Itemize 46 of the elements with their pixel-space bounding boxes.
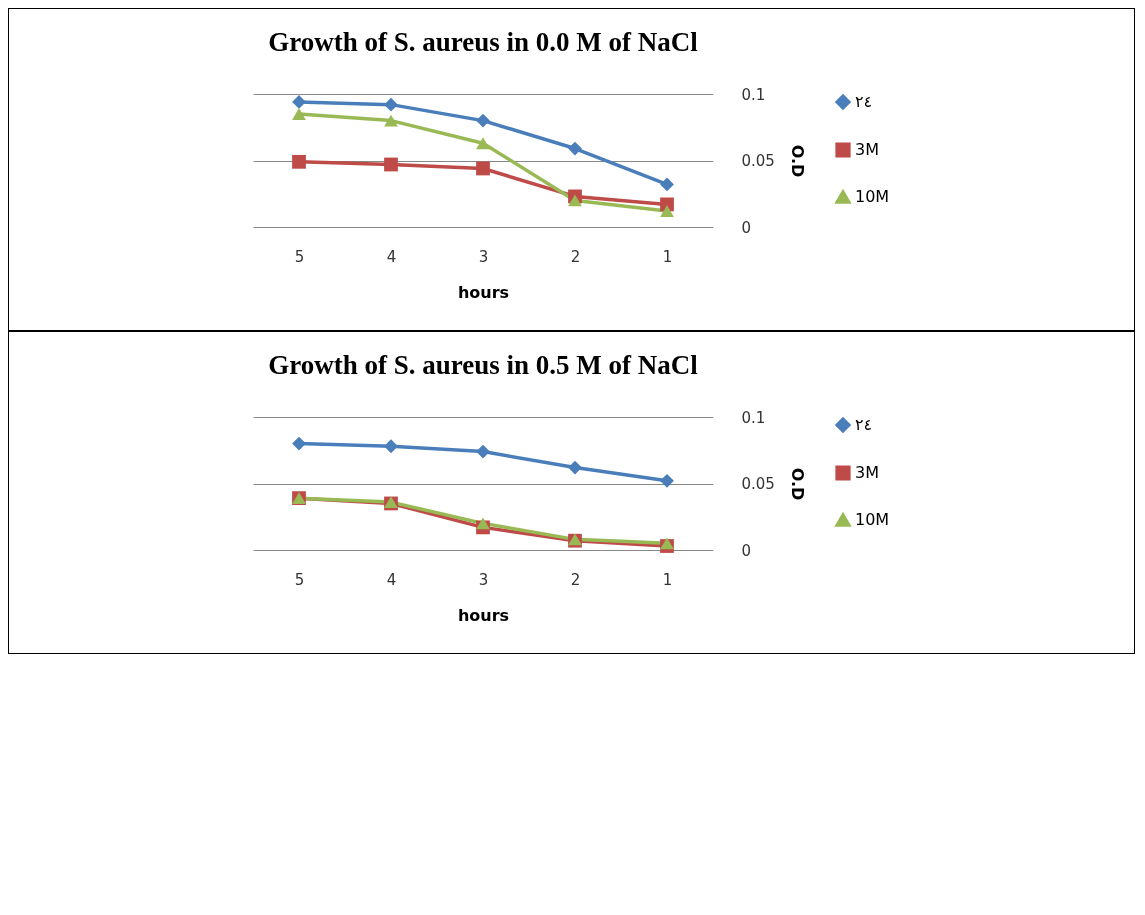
point: [568, 460, 582, 475]
point: [476, 517, 490, 530]
x-tick-label: 5: [294, 570, 305, 589]
y-tick-label: 0.1: [741, 408, 766, 427]
x-axis-title: hours: [457, 282, 510, 302]
point: [568, 194, 582, 207]
legend-label: ٢٤: [855, 415, 873, 434]
x-tick-label: 1: [662, 570, 673, 589]
x-tick-label: 4: [386, 247, 397, 266]
x-tick-label: 5: [294, 247, 305, 266]
point: [292, 107, 306, 120]
y-tick-label: 0.1: [741, 85, 766, 104]
chart-title: Growth of S. aureus in 0.0 M of NaCl: [268, 27, 699, 57]
x-tick-label: 3: [478, 247, 489, 266]
x-tick-label: 3: [478, 570, 489, 589]
y-axis-title: O.D: [787, 467, 807, 501]
x-tick-label: 2: [570, 247, 581, 266]
y-tick-label: 0.05: [741, 152, 775, 170]
legend-label: 3M: [855, 463, 879, 482]
point: [660, 177, 674, 192]
point: [292, 436, 306, 451]
x-axis-title: hours: [457, 605, 510, 625]
y-axis-title: O.D: [787, 144, 807, 178]
x-tick-label: 1: [662, 247, 673, 266]
point: [660, 473, 674, 488]
x-tick-label: 2: [570, 570, 581, 589]
legend-label: 3M: [855, 140, 879, 159]
point: [384, 439, 398, 454]
legend-label: ٢٤: [855, 92, 873, 111]
point: [660, 205, 674, 218]
point: [476, 137, 490, 150]
y-tick-label: 0: [741, 541, 752, 560]
chart-title: Growth of S. aureus in 0.5 M of NaCl: [268, 350, 699, 380]
point: [568, 141, 582, 156]
point: [476, 113, 490, 128]
x-tick-label: 4: [386, 570, 397, 589]
point: [384, 97, 398, 112]
point: [292, 154, 306, 169]
y-tick-label: 0.05: [741, 475, 775, 493]
point: [384, 114, 398, 127]
point: [476, 444, 490, 459]
point: [476, 161, 490, 176]
legend-label: 10M: [855, 187, 890, 206]
y-tick-label: 0: [741, 218, 752, 237]
point: [384, 157, 398, 172]
legend-label: 10M: [855, 510, 890, 529]
